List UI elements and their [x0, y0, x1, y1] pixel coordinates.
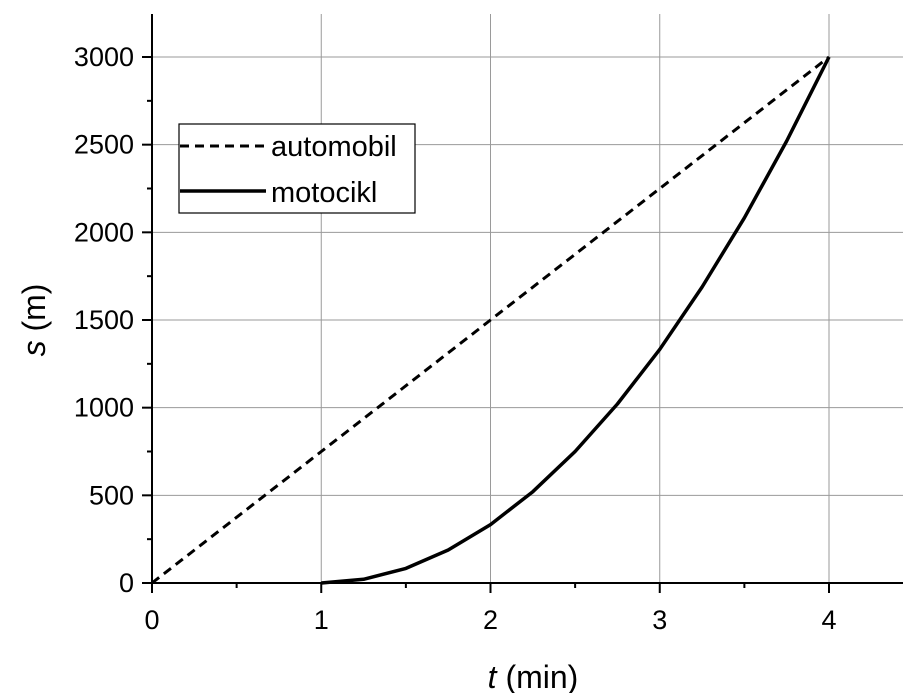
y-axis-title: s (m)	[16, 284, 52, 357]
y-tick-label-4: 2000	[74, 217, 134, 247]
x-tick-label-3: 3	[652, 605, 667, 635]
x-tick-label-4: 4	[821, 605, 836, 635]
x-tick-label-1: 1	[314, 605, 329, 635]
x-axis-title: t (min)	[488, 659, 579, 693]
legend-label-motocikl: motocikl	[271, 177, 377, 209]
x-tick-labels: 0 1 2 3 4	[144, 605, 836, 635]
legend: automobil motocikl	[178, 123, 416, 214]
y-tick-label-0: 0	[119, 568, 134, 598]
x-tick-label-0: 0	[144, 605, 159, 635]
x-tick-label-2: 2	[483, 605, 498, 635]
legend-label-automobil: automobil	[271, 131, 397, 163]
y-tick-label-1: 500	[89, 480, 134, 510]
y-tick-labels: 0 500 1000 1500 2000 2500 3000	[74, 42, 134, 598]
axes	[142, 14, 903, 593]
y-tick-label-3: 1500	[74, 305, 134, 335]
y-tick-label-6: 3000	[74, 42, 134, 72]
y-tick-label-2: 1000	[74, 393, 134, 423]
legend-box	[178, 123, 416, 214]
y-tick-label-5: 2500	[74, 130, 134, 160]
